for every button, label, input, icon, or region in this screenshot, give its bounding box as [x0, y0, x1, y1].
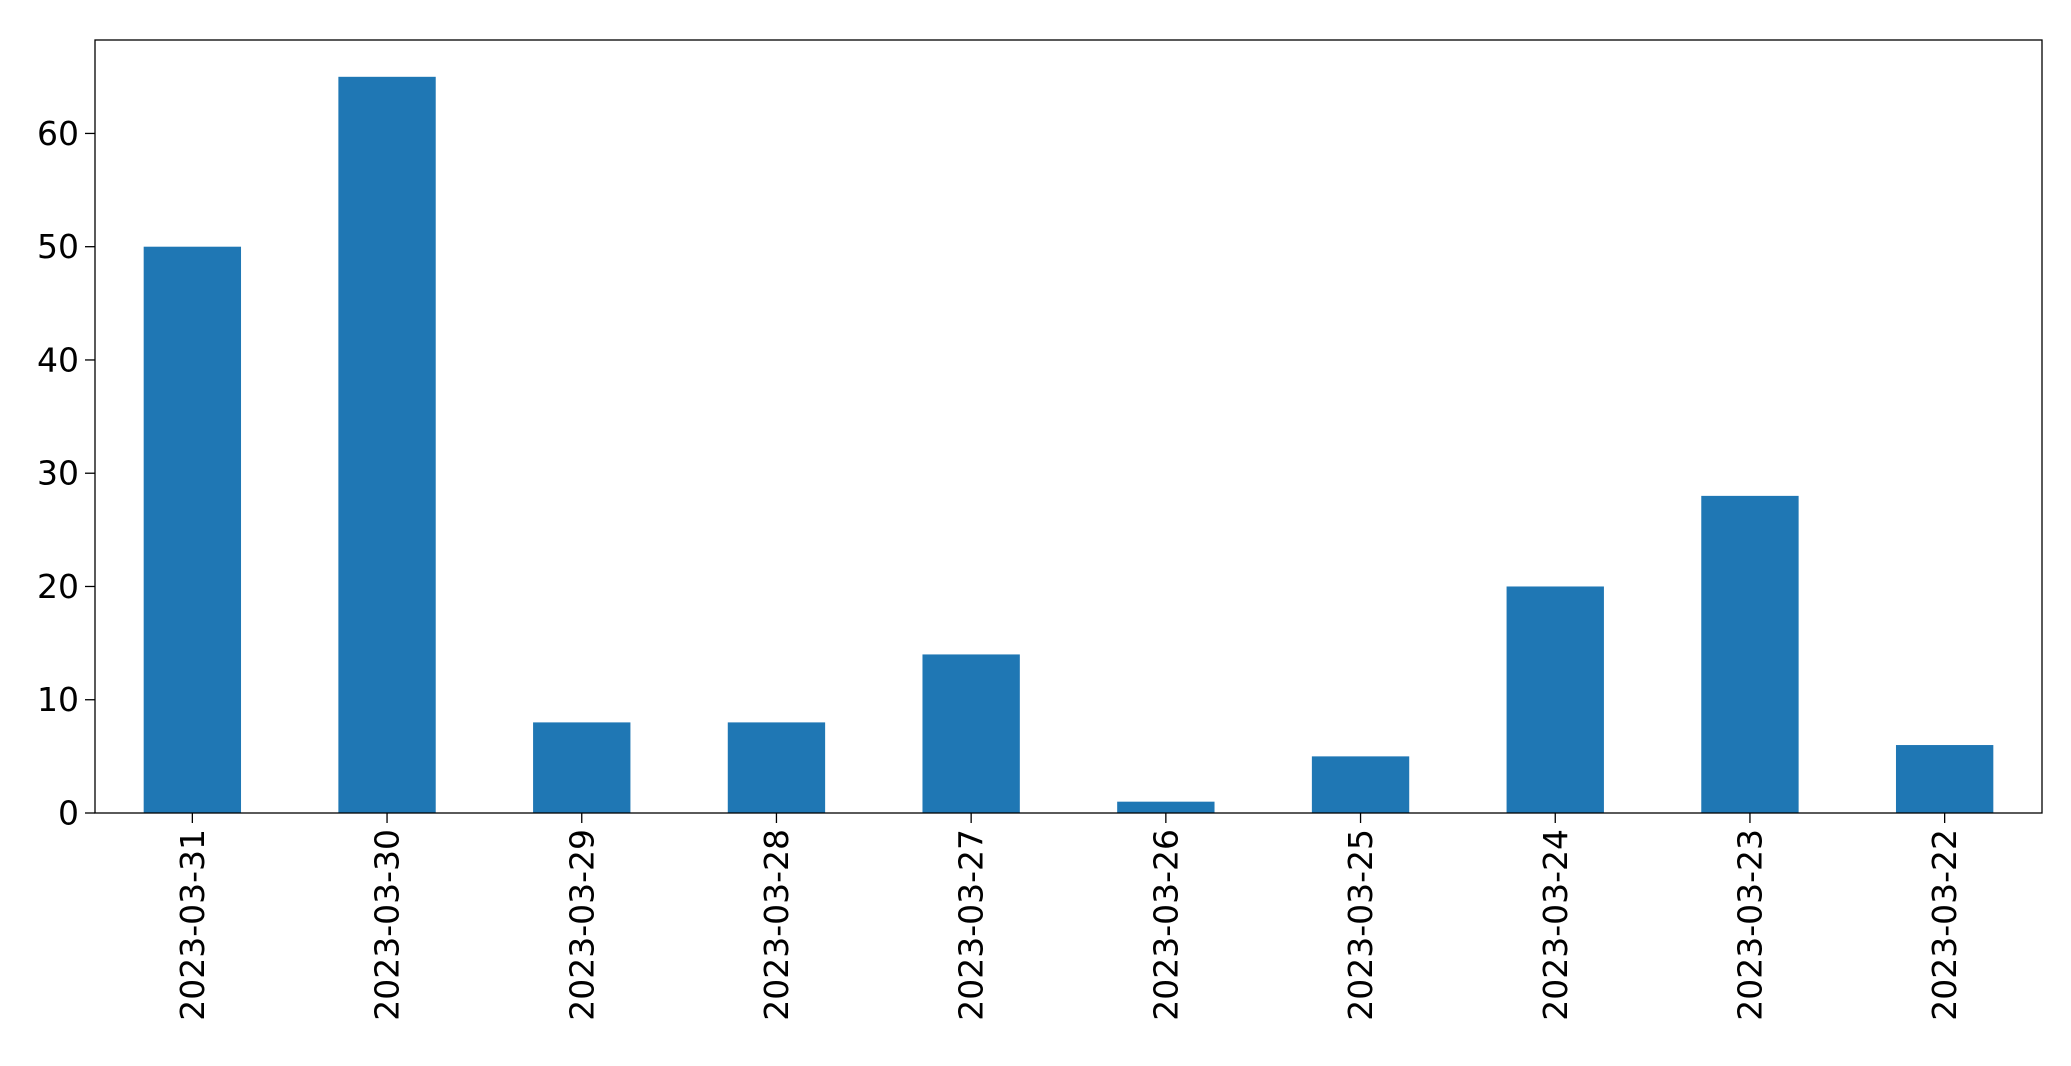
axes-layer	[94, 39, 2043, 814]
bar-2023-03-22	[1895, 745, 1994, 813]
x-tick-label: 2023-03-25	[1341, 829, 1380, 1021]
bar-2023-03-27	[922, 654, 1020, 813]
bar-2023-03-29	[533, 722, 631, 813]
bar-2023-03-30	[338, 76, 436, 814]
x-tick-label: 2023-03-30	[368, 829, 407, 1021]
x-tick-label: 2023-03-31	[173, 829, 212, 1021]
x-tick-label: 2023-03-28	[757, 829, 796, 1021]
x-tick-label: 2023-03-27	[952, 829, 991, 1021]
y-axis: 0 10 20 30 40 50 60	[37, 114, 95, 833]
x-tick-label: 2023-03-23	[1730, 829, 1769, 1021]
y-tick-label: 40	[37, 340, 79, 379]
bar-2023-03-28	[727, 722, 826, 813]
x-tick-label: 2023-03-26	[1146, 829, 1185, 1021]
bars-layer	[143, 76, 1994, 814]
y-tick-label: 50	[37, 227, 79, 266]
bar-2023-03-31	[143, 246, 242, 813]
bar-2023-03-23	[1701, 495, 1799, 813]
plot-frame	[94, 39, 2043, 814]
x-tick-label: 2023-03-24	[1536, 829, 1575, 1021]
y-tick-label: 60	[37, 114, 79, 153]
bar-2023-03-24	[1506, 586, 1604, 813]
x-axis: 2023-03-31 2023-03-30 2023-03-29 2023-03-28…	[173, 813, 1964, 1021]
y-tick-label: 20	[37, 567, 79, 606]
bar-2023-03-26	[1117, 801, 1215, 813]
y-tick-label: 30	[37, 454, 79, 493]
bar-2023-03-25	[1311, 756, 1410, 813]
y-tick-label: 0	[58, 794, 79, 833]
y-tick-label: 10	[37, 680, 79, 719]
x-tick-label: 2023-03-22	[1925, 829, 1964, 1021]
x-tick-label: 2023-03-29	[562, 829, 601, 1021]
